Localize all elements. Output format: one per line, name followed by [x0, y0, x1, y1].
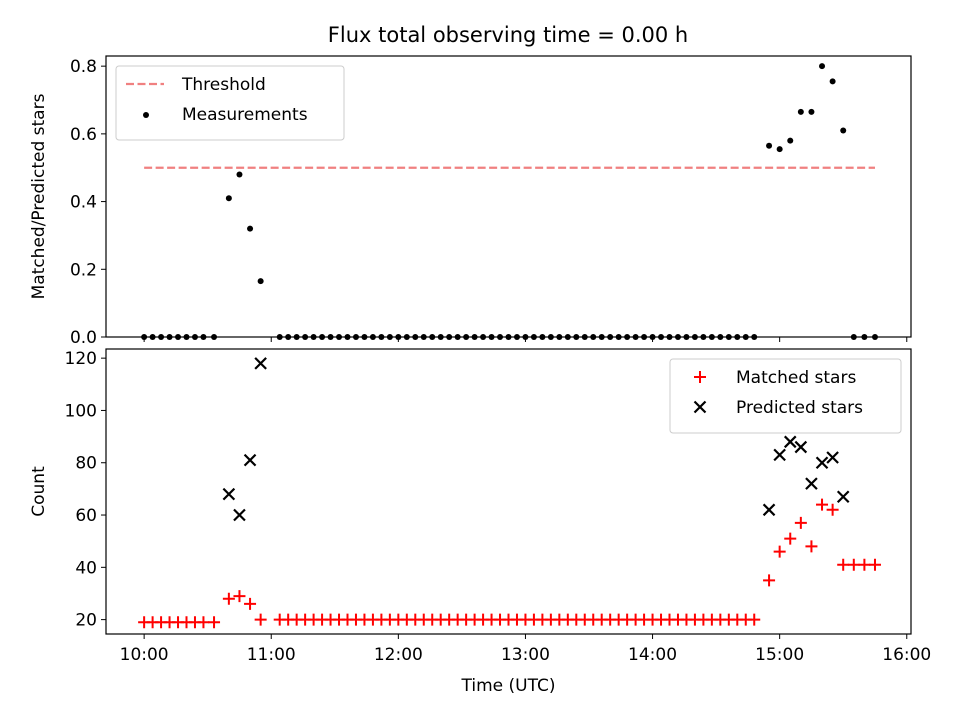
data-point	[776, 146, 783, 153]
data-point	[222, 592, 235, 605]
y-tick-label: 0.2	[70, 260, 97, 280]
x-tick-label: 14:00	[628, 645, 677, 665]
data-point	[257, 278, 264, 285]
data-point	[836, 490, 850, 504]
data-point	[243, 453, 257, 467]
x-tick-label: 11:00	[247, 645, 296, 665]
y-tick-label: 60	[75, 506, 97, 526]
data-point	[748, 613, 761, 626]
legend-plus-swatch	[694, 371, 706, 383]
data-point	[797, 108, 804, 115]
x-axis-label: Time (UTC)	[461, 676, 556, 696]
data-point	[236, 171, 243, 178]
y-tick-label: 0.0	[70, 328, 97, 348]
legend-label: Measurements	[182, 105, 308, 125]
y-axis-label: Count	[29, 466, 49, 517]
legend-dot-swatch	[143, 112, 149, 118]
data-point	[762, 503, 776, 517]
legend-label: Threshold	[181, 75, 266, 95]
chart-title: Flux total observing time = 0.00 h	[328, 23, 688, 47]
data-point	[244, 597, 257, 610]
data-point	[773, 545, 786, 558]
y-tick-label: 0.4	[70, 193, 97, 213]
data-point	[783, 435, 797, 449]
data-point	[233, 590, 246, 603]
data-point	[787, 137, 794, 144]
legend-box	[115, 65, 345, 141]
data-point	[794, 440, 808, 454]
data-point	[794, 516, 807, 529]
data-point	[763, 574, 776, 587]
data-point	[766, 142, 773, 149]
y-tick-label: 40	[75, 558, 97, 578]
y-axis-label: Matched/Predicted stars	[29, 93, 49, 299]
bottom-panel: 10:00 11:00 12:00 13:00 14:00 15:00 16:00 20 40 6…	[29, 348, 931, 696]
data-point	[247, 225, 254, 232]
plot-frame	[105, 348, 912, 635]
data-point	[784, 532, 797, 545]
legend: Matched stars Predicted stars	[669, 358, 902, 434]
series-predicted-stars	[222, 357, 850, 522]
data-point	[805, 477, 818, 490]
x-tick-label: 16:00	[882, 645, 931, 665]
x-tick-label: 15:00	[755, 645, 804, 665]
y-tick-label: 0.8	[70, 57, 97, 77]
data-point	[222, 487, 236, 501]
y-tick-label: 120	[65, 349, 97, 369]
data-point	[858, 558, 871, 571]
data-point	[225, 195, 232, 202]
data-point	[816, 498, 829, 511]
plot-frame	[105, 55, 912, 338]
data-point	[233, 508, 246, 522]
data-point	[805, 540, 818, 553]
legend: Threshold Measurements	[115, 65, 345, 141]
legend-label: Predicted stars	[736, 398, 863, 418]
data-point	[254, 357, 267, 370]
data-point	[819, 63, 826, 70]
data-point	[773, 448, 786, 462]
data-point	[868, 558, 881, 571]
series-matched-stars	[138, 498, 881, 629]
x-tick-label: 10:00	[120, 645, 169, 665]
x-tick-label: 13:00	[501, 645, 550, 665]
legend-label: Matched stars	[736, 368, 856, 388]
data-point	[847, 558, 860, 571]
data-point	[808, 108, 815, 115]
legend-box	[669, 358, 902, 434]
legend-x-swatch	[693, 400, 707, 414]
data-point	[840, 127, 847, 134]
data-point	[826, 451, 839, 464]
y-tick-label: 20	[75, 611, 97, 631]
y-tick-label: 0.6	[70, 125, 97, 145]
data-point	[829, 78, 836, 85]
data-point	[815, 456, 829, 470]
data-point	[837, 558, 850, 571]
x-tick-label: 12:00	[374, 645, 423, 665]
data-point	[197, 616, 210, 629]
data-point	[826, 503, 839, 516]
top-panel: 0.0 0.2 0.4 0.6 0.8 Matched/Predicted stars Th…	[29, 55, 912, 348]
data-point	[208, 616, 221, 629]
y-tick-label: 100	[65, 401, 97, 421]
y-tick-label: 80	[75, 454, 97, 474]
data-point	[254, 613, 267, 626]
